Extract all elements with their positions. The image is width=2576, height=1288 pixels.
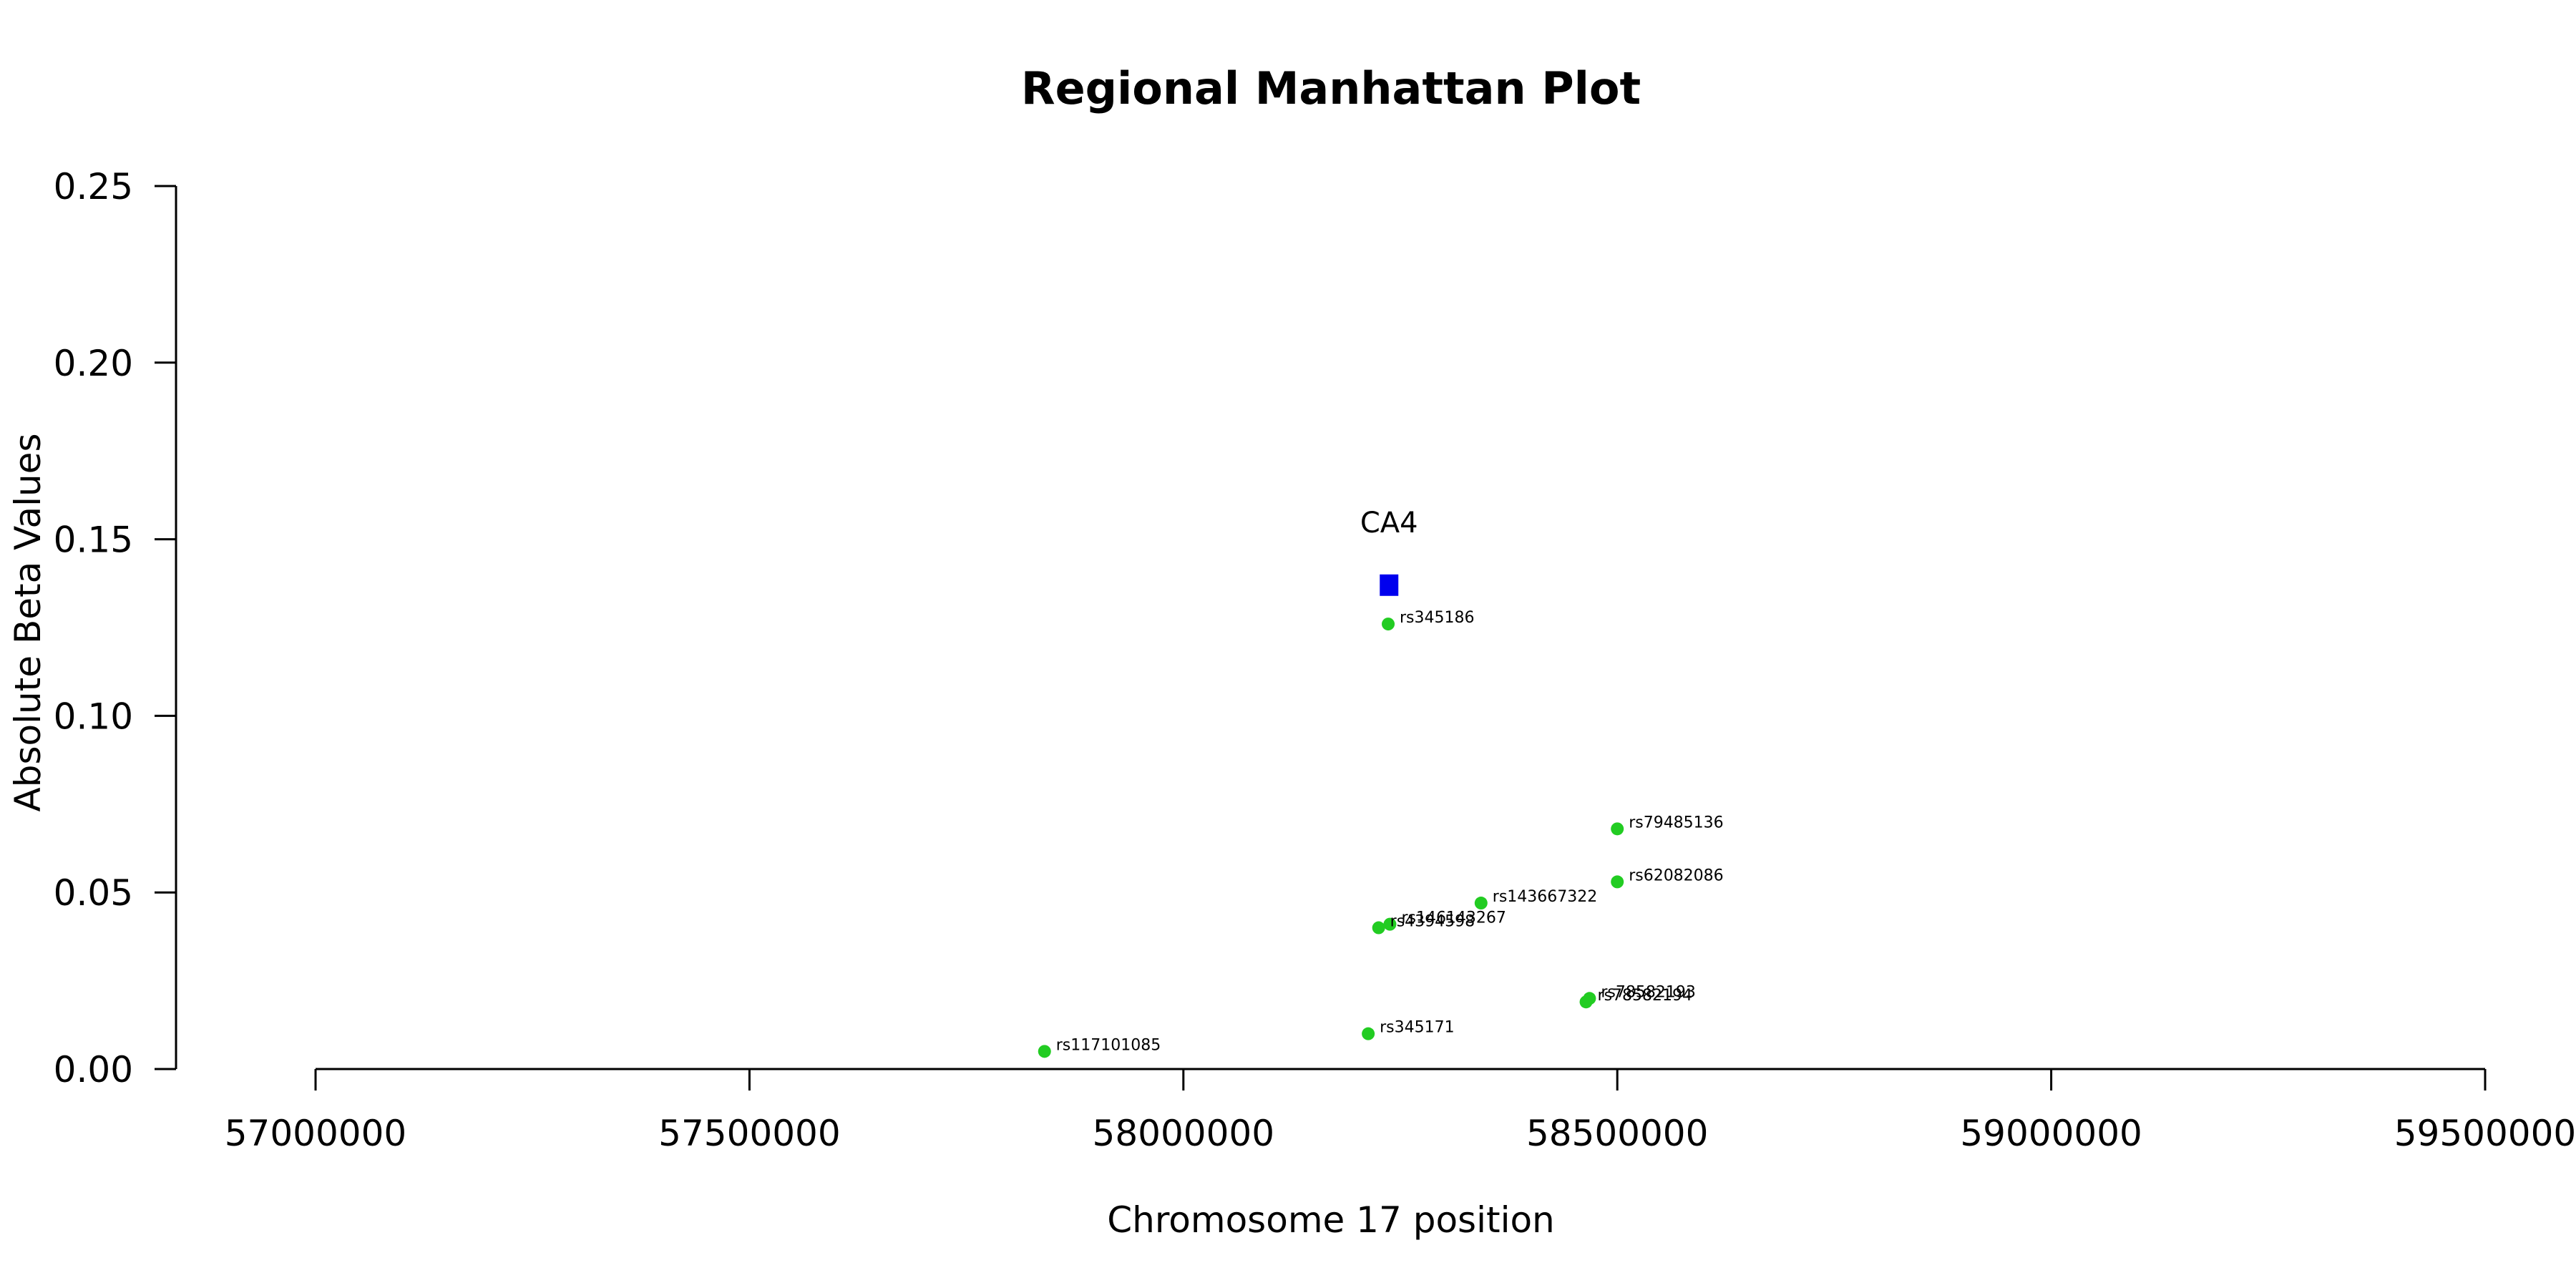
y-axis-label: Absolute Beta Values bbox=[7, 434, 49, 812]
snp-point bbox=[1382, 618, 1395, 631]
snp-label: rs79485136 bbox=[1629, 814, 1723, 831]
gene-marker-layer: CA4 bbox=[1360, 507, 1418, 596]
snp-point bbox=[1372, 921, 1385, 935]
snp-point bbox=[1038, 1045, 1051, 1058]
snp-point bbox=[1579, 995, 1593, 1009]
snp-label: rs143667322 bbox=[1493, 888, 1597, 906]
y-tick-label: 0.25 bbox=[54, 166, 133, 208]
gene-label: CA4 bbox=[1360, 507, 1418, 540]
x-tick-label: 57000000 bbox=[225, 1113, 407, 1154]
snp-label: rs62082086 bbox=[1629, 867, 1723, 884]
x-axis: 57000000 57500000 58000000 58500000 59000000… bbox=[225, 1068, 2576, 1154]
snp-point bbox=[1474, 897, 1488, 910]
snp-label: rs345186 bbox=[1400, 609, 1475, 627]
x-axis-label: Chromosome 17 position bbox=[1107, 1199, 1555, 1241]
x-tick-label: 58000000 bbox=[1093, 1113, 1275, 1154]
snp-point bbox=[1383, 917, 1397, 931]
x-tick-label: 58500000 bbox=[1526, 1113, 1709, 1154]
snp-point bbox=[1611, 822, 1624, 836]
snp-label: rs146143267 bbox=[1401, 909, 1506, 927]
x-tick-label: 57500000 bbox=[658, 1113, 841, 1154]
snp-label: rs345171 bbox=[1380, 1019, 1455, 1037]
snp-point bbox=[1611, 875, 1624, 889]
snp-label: rs78582194 bbox=[1598, 987, 1692, 1005]
snp-label: rs4394598 bbox=[1390, 913, 1475, 931]
y-tick-label: 0.10 bbox=[54, 696, 133, 737]
y-tick-label: 0.20 bbox=[54, 343, 133, 384]
chart-title: Regional Manhattan Plot bbox=[1021, 62, 1641, 114]
snp-point bbox=[1362, 1027, 1375, 1040]
x-tick-label: 59000000 bbox=[1960, 1113, 2142, 1154]
gene-marker bbox=[1380, 574, 1399, 596]
y-tick-label: 0.00 bbox=[54, 1049, 133, 1091]
snp-label: rs78582193 bbox=[1601, 983, 1695, 1001]
y-tick-label: 0.05 bbox=[54, 872, 133, 914]
y-axis: 0.00 0.05 0.10 0.15 0.20 0.25 bbox=[54, 166, 177, 1091]
snp-label: rs117101085 bbox=[1056, 1036, 1161, 1054]
x-tick-label: 59500000 bbox=[2394, 1113, 2576, 1154]
y-tick-label: 0.15 bbox=[54, 519, 133, 561]
snp-points-layer: rs345186 rs79485136 rs62082086 rs143667322 r… bbox=[1038, 609, 1724, 1058]
